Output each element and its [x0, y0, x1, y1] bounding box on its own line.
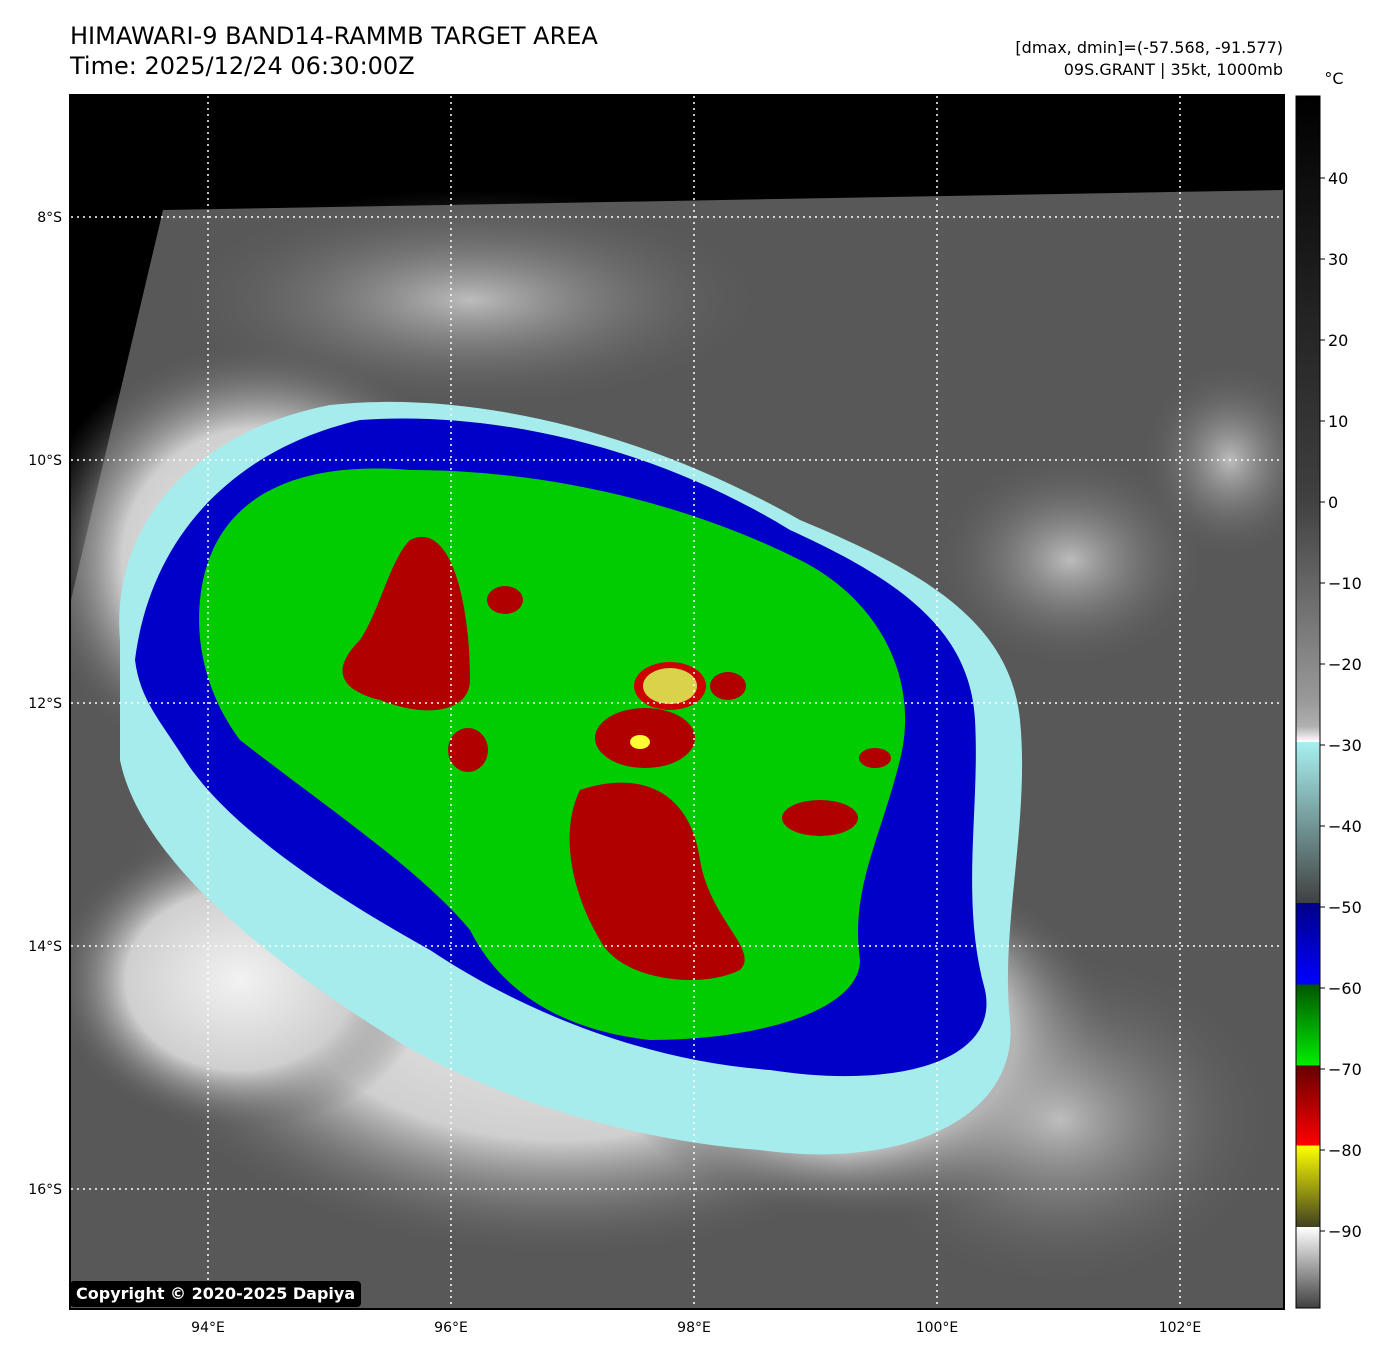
lon-label-96e: 96°E [434, 1320, 468, 1336]
map-timestamp: Time: 2025/12/24 06:30:00Z [70, 52, 415, 80]
lon-label-98e: 98°E [677, 1320, 711, 1336]
dmax-dmin-readout: [dmax, dmin]=(-57.568, -91.577) [1015, 38, 1283, 57]
lat-label-8s: 8°S [37, 210, 62, 226]
map-title: HIMAWARI-9 BAND14-RAMMB TARGET AREA [70, 22, 598, 50]
lat-label-14s: 14°S [28, 939, 62, 955]
lat-label-12s: 12°S [28, 696, 62, 712]
lon-label-102e: 102°E [1159, 1320, 1202, 1336]
graticule [71, 96, 1283, 1308]
lat-label-10s: 10°S [28, 453, 62, 469]
cloud-top-yellow [630, 662, 706, 749]
storm-info: 09S.GRANT | 35kt, 1000mb [1063, 60, 1283, 79]
lon-label-100e: 100°E [916, 1320, 959, 1336]
cloud-top-red [342, 536, 891, 980]
copyright-badge: Copyright © 2020-2025 Dapiya [70, 1281, 362, 1307]
lat-label-16s: 16°S [28, 1182, 62, 1198]
lon-label-94e: 94°E [191, 1320, 225, 1336]
